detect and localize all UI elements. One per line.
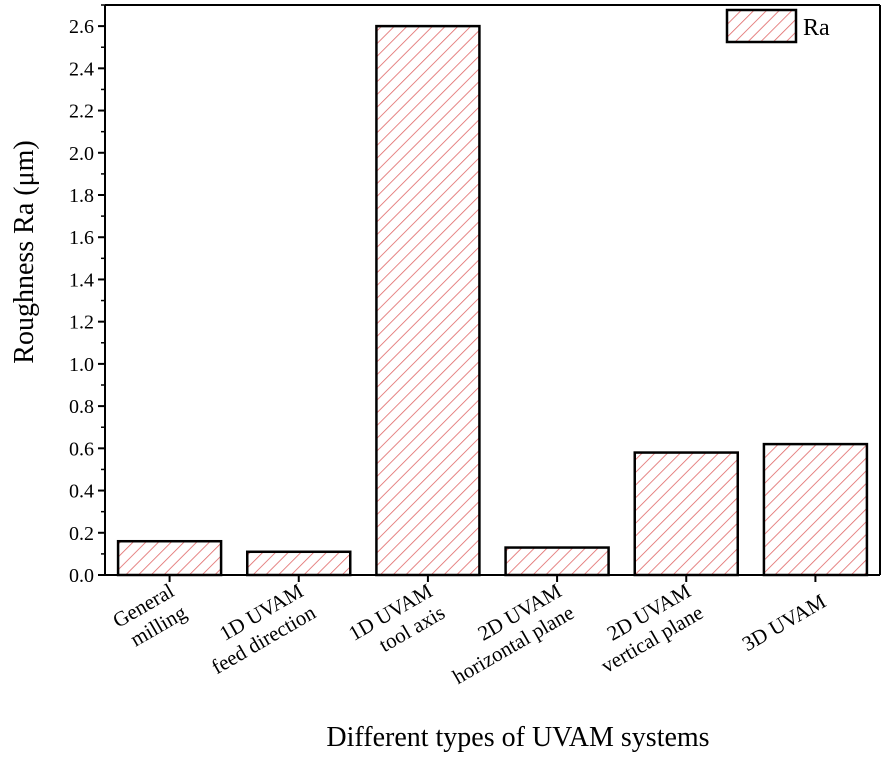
bar bbox=[246, 550, 352, 577]
y-axis-ticks: 0.0 0.2 0.4 0.6 0.8 1.0 1.2 1.4 1.6 1.8 2.0 2.2 2.4 2… bbox=[69, 4, 105, 587]
legend: Ra bbox=[725, 8, 830, 44]
y-tick-label: 0.4 bbox=[69, 481, 94, 503]
y-tick-label: 1.8 bbox=[69, 185, 94, 207]
x-axis-ticks: Generalmilling 1D UVAMfeed direction 1D UV… bbox=[109, 575, 830, 689]
y-tick-label: 2.0 bbox=[69, 143, 94, 165]
bars bbox=[116, 24, 869, 577]
y-tick-label: 2.4 bbox=[69, 58, 94, 80]
bar bbox=[375, 24, 481, 577]
y-tick-label: 1.0 bbox=[69, 354, 94, 376]
y-tick-label: 2.6 bbox=[69, 16, 94, 38]
x-tick-label: 2D UVAMvertical plane bbox=[584, 578, 707, 677]
x-tick-label: Generalmilling bbox=[109, 578, 191, 654]
x-axis-title: Different types of UVAM systems bbox=[326, 722, 709, 753]
legend-label: Ra bbox=[803, 15, 830, 41]
legend-swatch bbox=[725, 8, 798, 44]
axes bbox=[104, 4, 881, 576]
x-tick-label: 1D UVAMtool axis bbox=[344, 578, 449, 667]
y-tick-label: 0.0 bbox=[69, 565, 94, 587]
y-tick-label: 1.2 bbox=[69, 312, 94, 334]
x-tick-label: 2D UVAMhorizontal plane bbox=[436, 578, 578, 689]
y-tick-label: 0.2 bbox=[69, 523, 94, 545]
y-tick-label: 0.6 bbox=[69, 438, 94, 460]
bar bbox=[633, 451, 739, 577]
y-axis-title: Roughness Ra (μm) bbox=[9, 140, 40, 363]
y-tick-label: 2.2 bbox=[69, 101, 94, 123]
bar bbox=[116, 539, 223, 577]
y-tick-label: 1.4 bbox=[69, 269, 94, 291]
bar bbox=[762, 442, 869, 577]
x-tick-label: 3D UVAM bbox=[738, 589, 830, 656]
bar bbox=[504, 546, 610, 577]
x-tick-label: 1D UVAMfeed direction bbox=[195, 578, 320, 679]
y-tick-label: 1.6 bbox=[69, 227, 94, 249]
y-tick-label: 0.8 bbox=[69, 396, 94, 418]
